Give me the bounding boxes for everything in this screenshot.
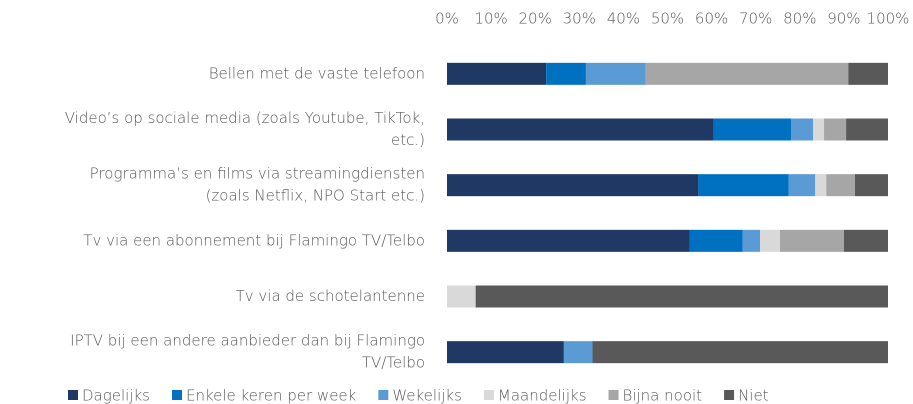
bar-segment: [813, 118, 825, 141]
x-tick-label: 10%: [474, 10, 507, 28]
x-tick-label: 90%: [827, 10, 860, 28]
bar-segment: [475, 285, 888, 308]
x-tick-label: 40%: [607, 10, 640, 28]
bar-segment: [779, 229, 844, 252]
x-tick-label: 60%: [695, 10, 728, 28]
x-tick-label: 100%: [867, 10, 910, 28]
category-label: TV/Telbo: [362, 354, 425, 372]
bar-segment: [824, 118, 847, 141]
bar-segment: [689, 229, 743, 252]
category-label: IPTV bij een andere aanbieder dan bij Fl…: [70, 332, 425, 350]
category-label: (zoals Netflix, NPO Start etc.): [206, 187, 425, 205]
bar-segment: [713, 118, 791, 141]
legend-swatch: [724, 390, 735, 400]
category-label: Programma’s en films via streamingdienst…: [90, 165, 425, 183]
legend-swatch: [608, 390, 619, 400]
legend-swatch: [483, 390, 494, 400]
bar-segment: [854, 174, 888, 197]
bar-segment: [585, 62, 646, 85]
bar-segment: [826, 174, 855, 197]
x-tick-label: 70%: [739, 10, 772, 28]
bar-segment: [447, 341, 564, 364]
bar-segment: [698, 174, 789, 197]
legend-label: Bijna nooit: [623, 387, 703, 404]
legend-label: Niet: [738, 387, 769, 404]
legend-swatch: [171, 390, 182, 400]
legend-label: Wekelijks: [392, 387, 462, 404]
x-tick-label: 30%: [563, 10, 596, 28]
bar-segment: [592, 341, 888, 364]
bar-segment: [843, 229, 888, 252]
bar-segment: [815, 174, 827, 197]
bar-segment: [848, 62, 888, 85]
bar-segment: [447, 174, 699, 197]
bar-segment: [788, 174, 816, 197]
category-label: Bellen met de vaste telefoon: [209, 64, 425, 82]
category-label: etc.): [391, 131, 425, 149]
bar-segment: [645, 62, 849, 85]
category-label: Tv via een abonnement bij Flamingo TV/Te…: [83, 231, 425, 249]
bar-segment: [447, 285, 476, 308]
category-label: Video’s op sociale media (zoals Youtube,…: [65, 109, 425, 127]
bar-segment: [790, 118, 814, 141]
legend-label: Dagelijks: [82, 387, 150, 404]
x-tick-label: 80%: [783, 10, 816, 28]
legend-swatch: [68, 390, 78, 400]
bar-segment: [846, 118, 888, 141]
x-tick-label: 50%: [651, 10, 684, 28]
bar-segment: [760, 229, 780, 252]
legend-swatch: [378, 390, 389, 400]
category-label: Tv via de schotelantenne: [236, 287, 425, 305]
legend-label: Enkele keren per week: [186, 387, 357, 404]
bar-segment: [447, 118, 714, 141]
x-tick-label: 20%: [519, 10, 552, 28]
legend-label: Maandelijks: [498, 387, 587, 404]
bar-segment: [447, 62, 547, 85]
bar-segment: [447, 229, 690, 252]
bar-segment: [546, 62, 586, 85]
x-tick-label: 0%: [435, 10, 459, 28]
bar-segment: [742, 229, 761, 252]
bar-segment: [563, 341, 593, 364]
